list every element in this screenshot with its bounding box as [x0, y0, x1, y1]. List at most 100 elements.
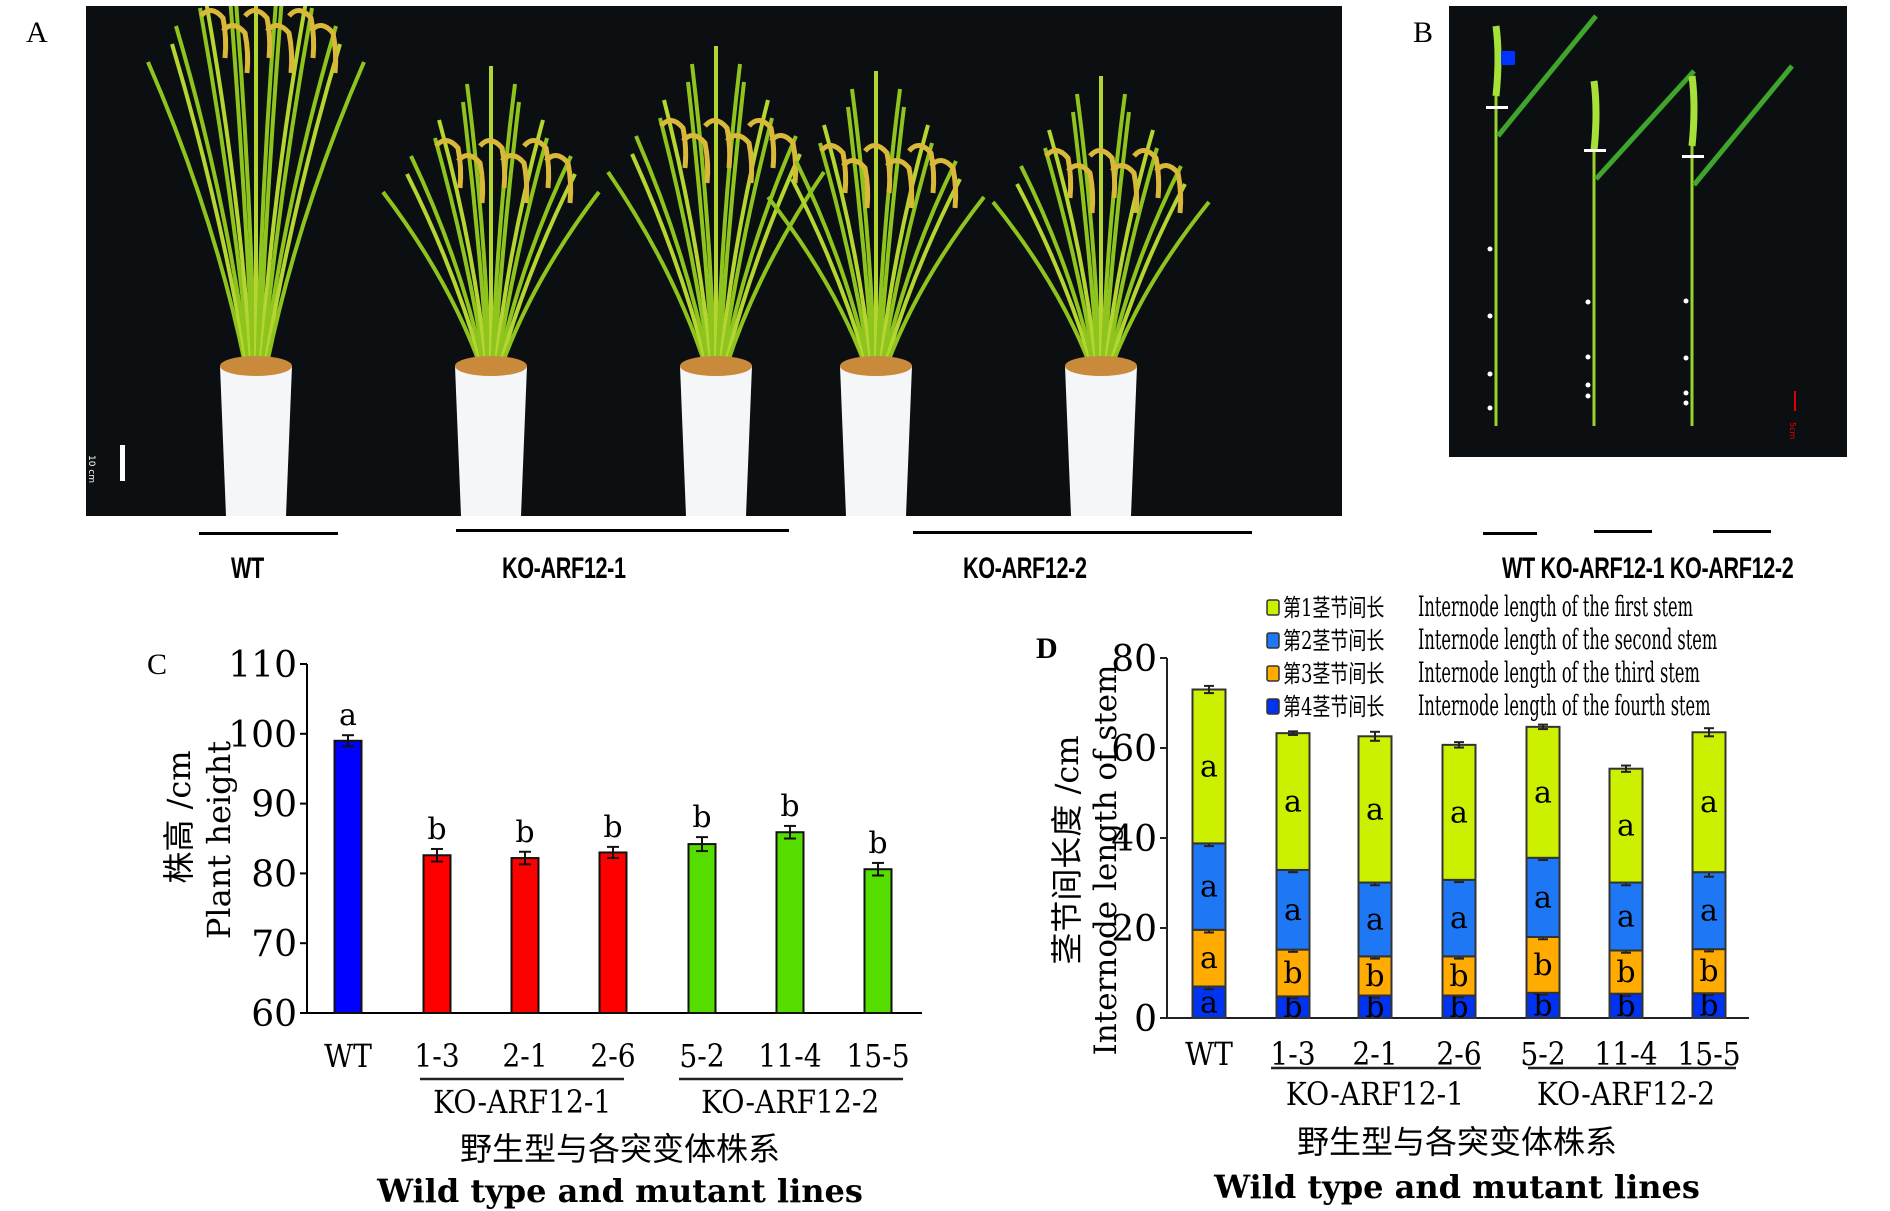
x-axis-title-cn: 野生型与各突变体株系 [1297, 1123, 1617, 1161]
significance-label: b [427, 812, 446, 847]
legend-swatch [1266, 665, 1280, 682]
significance-label: a [1200, 870, 1218, 905]
leaf [630, 153, 709, 367]
panicle [1132, 148, 1162, 199]
y-tick-label: 90 [251, 785, 297, 826]
x-tick-label: 15-5 [846, 1038, 909, 1075]
panicle [544, 153, 574, 204]
leaf [255, 6, 278, 367]
leaf [198, 7, 252, 367]
rice-plant [991, 76, 1211, 516]
y-tick-label: 100 [228, 715, 297, 756]
rice-stem [1584, 69, 1696, 426]
leaf [875, 88, 902, 367]
leaf [261, 25, 338, 367]
pot [220, 366, 292, 516]
significance-label: b [1616, 955, 1635, 990]
panicle [309, 23, 339, 74]
bar [422, 854, 452, 1015]
ko1-group-underline [456, 529, 789, 532]
stacked-segment [1525, 725, 1561, 859]
panicle [199, 8, 229, 59]
significance-label: a [1450, 795, 1468, 830]
leaf [991, 200, 1093, 367]
stacked-segment [1608, 992, 1644, 1020]
leaf [258, 6, 308, 367]
y-tick-label: 110 [228, 645, 297, 686]
legend-label-en: Internode length of the fourth stem [1418, 691, 1711, 723]
leaf [1075, 93, 1102, 367]
significance-label: b [1365, 959, 1384, 994]
stacked-segment [1441, 878, 1477, 958]
group-label-ko2: KO-ARF12-2 [701, 1084, 879, 1121]
leaf [1015, 183, 1094, 367]
leaf [496, 155, 573, 367]
leaf [658, 117, 712, 367]
b-ko2-underline [1713, 530, 1771, 533]
significance-label: b [692, 800, 711, 835]
y-tick-label: 80 [1111, 639, 1157, 680]
leaf [818, 142, 872, 367]
significance-label: a [1700, 894, 1718, 929]
significance-label: b [780, 789, 799, 824]
significance-label: b [1533, 988, 1552, 1023]
y-tick-label: 60 [1111, 729, 1157, 770]
stacked-segment [1525, 936, 1561, 994]
legend-label-en: Internode length of the second stem [1418, 625, 1717, 657]
wt-group-underline [199, 532, 338, 535]
pot [680, 366, 752, 516]
node-dot [1487, 246, 1493, 252]
stacked-segment [1441, 955, 1477, 997]
x-tick-label: WT [1185, 1036, 1233, 1073]
significance-label: a [1200, 941, 1218, 976]
panicle [1110, 163, 1140, 214]
leaf [409, 155, 486, 367]
leaf [1103, 129, 1155, 367]
pot [455, 366, 527, 516]
leaf [146, 61, 248, 367]
leaf [883, 178, 962, 367]
rice-plant [606, 46, 826, 516]
leaf [170, 43, 249, 367]
stacked-segment [1357, 735, 1393, 884]
bar [333, 739, 363, 1015]
significance-label: a [1366, 902, 1384, 937]
leaf [1108, 183, 1187, 367]
y-tick-label: 0 [1134, 999, 1157, 1040]
rice-stem [1682, 64, 1794, 426]
leaf [381, 190, 483, 367]
panicle [1492, 25, 1502, 97]
node-dot [1585, 393, 1591, 399]
node-dot [1585, 382, 1591, 388]
panel-a-label: A [26, 16, 48, 49]
panicle [1088, 148, 1118, 199]
panicle [1066, 163, 1096, 214]
stacked-segment [1608, 881, 1644, 952]
x-tick-label: 2-1 [502, 1038, 547, 1075]
b-ko1-underline [1594, 530, 1652, 533]
leaf [1019, 165, 1096, 367]
node-dot [1683, 355, 1689, 361]
leaf [884, 195, 986, 367]
significance-label: b [1449, 959, 1468, 994]
panicle [1044, 148, 1074, 199]
group-label-ko1: KO-ARF12-1 [1286, 1076, 1464, 1113]
scale-bar [1794, 391, 1796, 411]
y-tick-label: 20 [1111, 909, 1157, 950]
panel-a-label-ko1: KO-ARF12-1 [502, 552, 626, 585]
stacked-segment [1275, 732, 1311, 871]
significance-label: a [1366, 792, 1384, 827]
leaf [1043, 147, 1097, 367]
panel-b-group-labels: WT KO-ARF12-1 KO-ARF12-2 [1502, 552, 1794, 585]
legend-swatch [1266, 599, 1280, 616]
significance-label: a [339, 698, 357, 733]
flag-leaf [1496, 14, 1598, 138]
leaf [490, 83, 517, 367]
panicle [863, 143, 893, 194]
x-axis-title-cn: 野生型与各突变体株系 [460, 1130, 780, 1168]
x-axis-title-en: Wild type and mutant lines [376, 1172, 863, 1210]
bar [863, 868, 893, 1014]
leaf [881, 160, 958, 367]
panicle [841, 158, 871, 209]
significance-label: b [1283, 990, 1302, 1025]
